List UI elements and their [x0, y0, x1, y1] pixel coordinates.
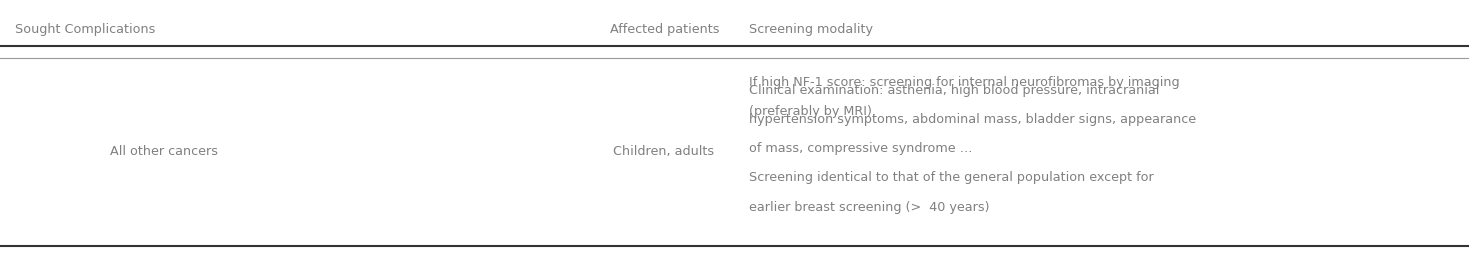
Text: Sought Complications: Sought Complications: [15, 23, 156, 36]
Text: If high NF-1 score: screening for internal neurofibromas by imaging: If high NF-1 score: screening for intern…: [749, 76, 1180, 89]
Text: Children, adults: Children, adults: [613, 145, 714, 158]
Text: earlier breast screening (>  40 years): earlier breast screening (> 40 years): [749, 201, 990, 214]
Text: hypertension symptoms, abdominal mass, bladder signs, appearance: hypertension symptoms, abdominal mass, b…: [749, 113, 1196, 126]
Text: Clinical examination: asthenia, high blood pressure, intracranial: Clinical examination: asthenia, high blo…: [749, 84, 1159, 97]
Text: Screening identical to that of the general population except for: Screening identical to that of the gener…: [749, 171, 1155, 184]
Text: (preferably by MRI).: (preferably by MRI).: [749, 105, 876, 118]
Text: of mass, compressive syndrome …: of mass, compressive syndrome …: [749, 142, 972, 155]
Text: Screening modality: Screening modality: [749, 23, 873, 36]
Text: All other cancers: All other cancers: [110, 145, 219, 158]
Text: Affected patients: Affected patients: [610, 23, 720, 36]
